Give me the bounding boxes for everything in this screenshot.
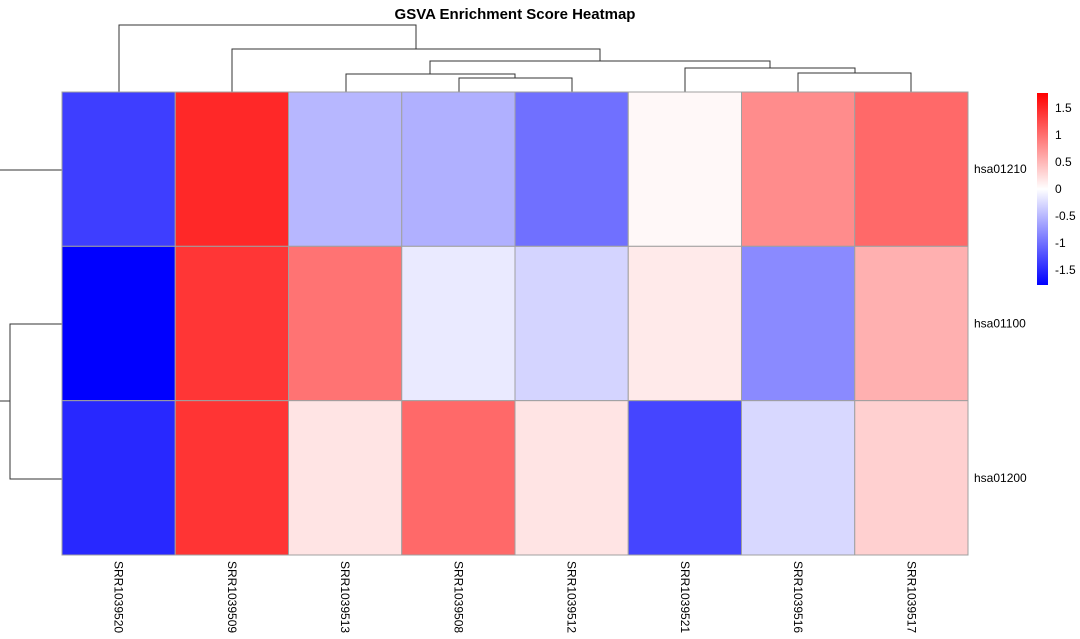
heatmap-cell [401, 400, 516, 556]
heatmap-cell [401, 245, 516, 402]
heatmap-cell [741, 400, 856, 556]
dendro-branch [684, 67, 856, 92]
heatmap-cell [174, 400, 289, 556]
legend-tick-label: 0 [1055, 182, 1062, 196]
heatmap-cell [174, 91, 289, 247]
row-dendrogram [0, 169, 62, 480]
column-labels: SRR1039520 SRR1039509 SRR1039513 SRR1039508… [112, 561, 919, 633]
dendro-branch [118, 24, 417, 92]
legend-tick-label: -0.5 [1055, 209, 1076, 223]
row-label: hsa01200 [974, 471, 1027, 485]
heatmap-cell [288, 245, 403, 402]
column-label: SRR1039516 [791, 561, 805, 633]
color-legend-bar [1037, 93, 1048, 285]
column-label: SRR1039509 [225, 561, 239, 633]
dendro-branch [9, 323, 62, 480]
dendro-branch [231, 48, 601, 92]
column-label: SRR1039513 [338, 561, 352, 633]
column-label: SRR1039520 [112, 561, 126, 633]
legend-tick-label: 0.5 [1055, 155, 1072, 169]
heatmap-cell [741, 245, 856, 402]
heatmap-cell [61, 91, 176, 247]
heatmap-cell [627, 400, 742, 556]
column-label: SRR1039508 [451, 561, 465, 633]
legend-tick-label: 1 [1055, 128, 1062, 142]
column-label: SRR1039512 [565, 561, 579, 633]
chart-title: GSVA Enrichment Score Heatmap [395, 6, 636, 23]
column-label: SRR1039521 [678, 561, 692, 633]
heatmap-cell [61, 245, 176, 402]
heatmap-cell [854, 91, 969, 247]
legend-ticks: 1.5 1 0.5 0 -0.5 -1 -1.5 [1055, 101, 1076, 277]
dendro-branch [458, 77, 573, 92]
heatmap-cells [61, 91, 969, 556]
heatmap-cell [288, 400, 403, 556]
heatmap-cell [174, 245, 289, 402]
column-dendrogram [118, 24, 912, 92]
row-label: hsa01100 [974, 317, 1026, 331]
heatmap-cell [401, 91, 516, 247]
row-label: hsa01210 [974, 162, 1027, 176]
legend-tick-label: -1 [1055, 236, 1066, 250]
heatmap-cell [854, 400, 969, 556]
heatmap-cell [741, 91, 856, 247]
column-label: SRR1039517 [904, 561, 918, 633]
heatmap-cell [514, 400, 629, 556]
legend-tick-label: -1.5 [1055, 263, 1076, 277]
heatmap-cell [627, 245, 742, 402]
row-labels: hsa01210 hsa01100 hsa01200 [974, 162, 1027, 485]
heatmap-cell [514, 91, 629, 247]
heatmap-cell [854, 245, 969, 402]
dendro-branch [345, 73, 516, 92]
dendro-branch [797, 72, 912, 92]
heatmap-cell [288, 91, 403, 247]
legend-tick-label: 1.5 [1055, 101, 1072, 115]
heatmap-cell [61, 400, 176, 556]
heatmap-cell [514, 245, 629, 402]
heatmap-cell [627, 91, 742, 247]
